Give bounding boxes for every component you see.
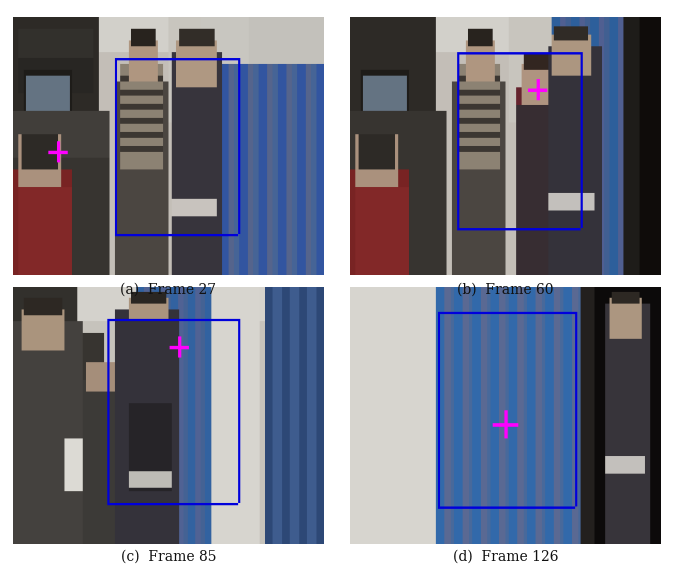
Text: (a)  Frame 27: (a) Frame 27	[121, 282, 216, 296]
Text: (b)  Frame 60: (b) Frame 60	[457, 282, 554, 296]
Text: (d)  Frame 126: (d) Frame 126	[453, 550, 558, 564]
Text: (c)  Frame 85: (c) Frame 85	[121, 550, 216, 564]
